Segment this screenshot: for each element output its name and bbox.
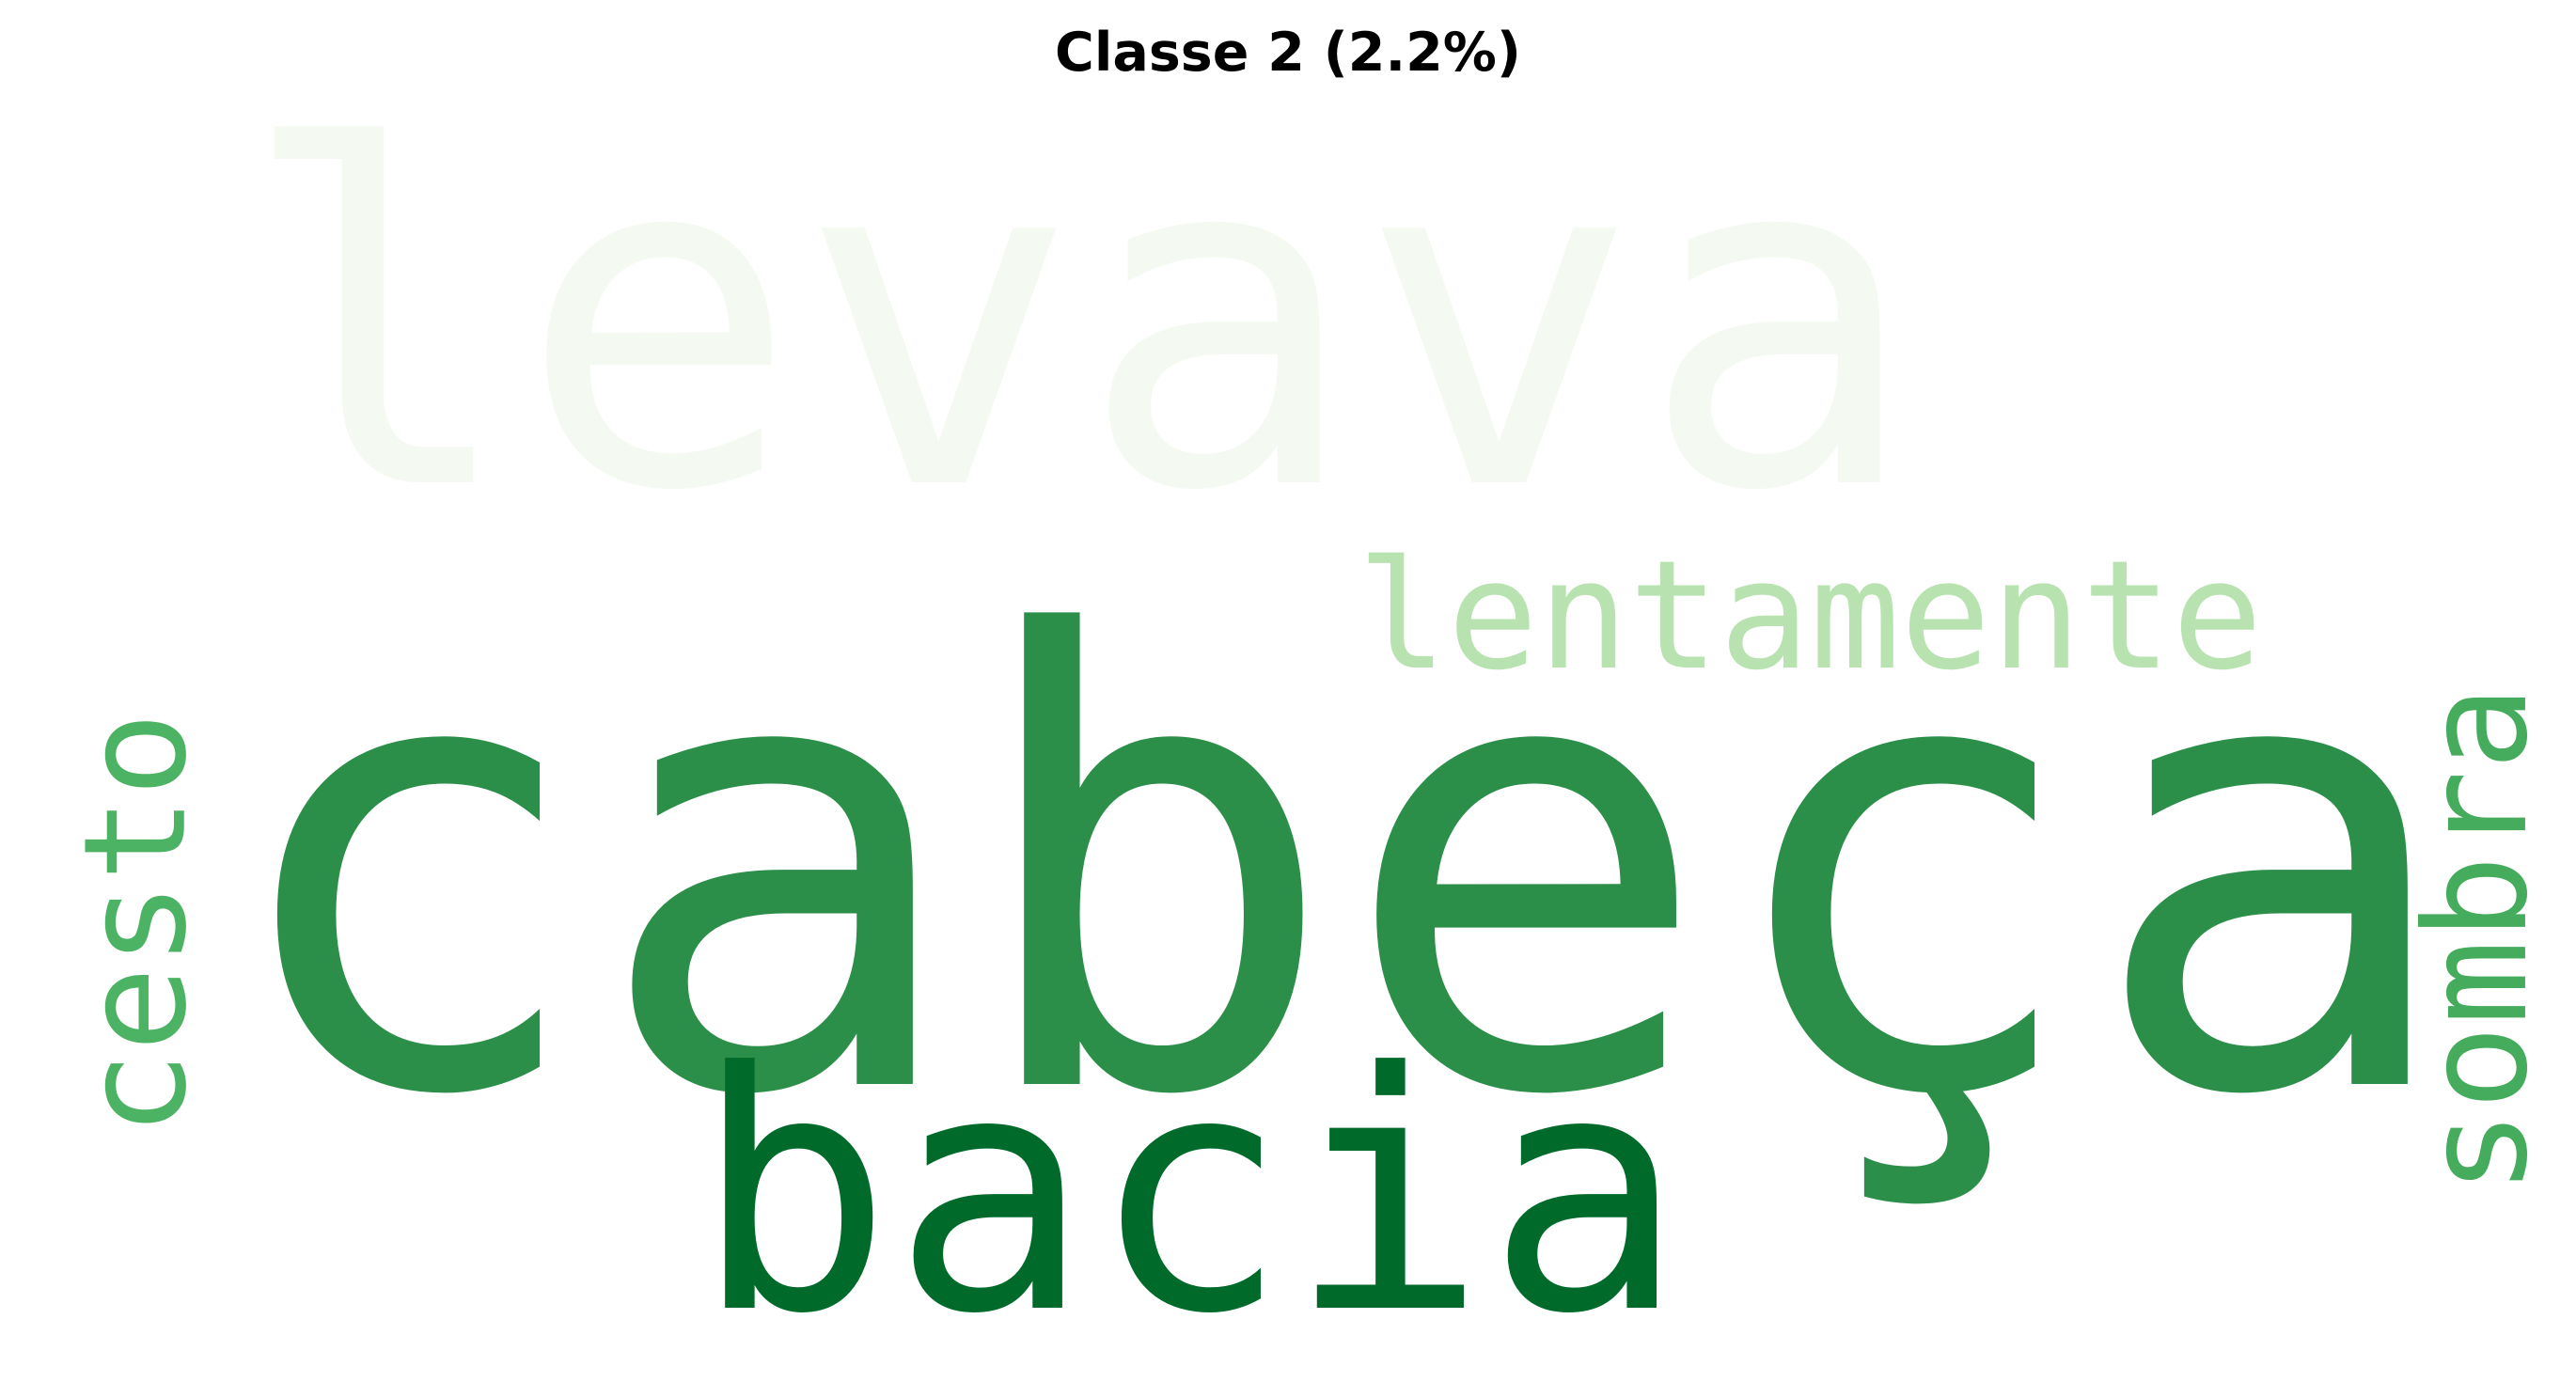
figure-title: Classe 2 (2.2%) bbox=[1055, 22, 1521, 84]
word-sombra: sombra bbox=[2395, 685, 2559, 1195]
word-levava: levava bbox=[238, 51, 1920, 592]
word-cabeca: cabeça bbox=[218, 507, 2460, 1231]
word-lentamente: lentamente bbox=[1357, 527, 2263, 703]
word-bacia: bacia bbox=[694, 1002, 1685, 1382]
word-cesto: cesto bbox=[55, 711, 219, 1137]
